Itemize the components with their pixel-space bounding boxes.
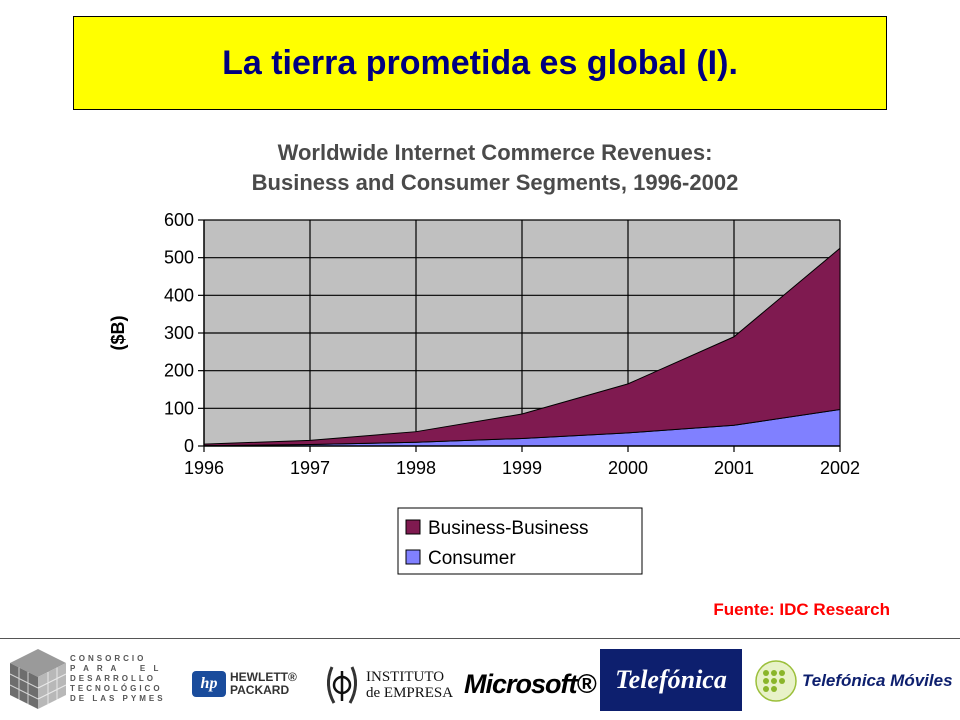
legend-label: Consumer bbox=[428, 548, 516, 569]
x-tick-label: 2000 bbox=[608, 458, 648, 478]
y-tick-label: 500 bbox=[164, 248, 194, 268]
legend-box bbox=[397, 507, 643, 575]
telefonica-moviles-wordmark: Telefónica Móviles bbox=[802, 671, 953, 690]
ie-line-1: INSTITUTO bbox=[366, 669, 445, 685]
x-tick-label: 2001 bbox=[714, 458, 754, 478]
instituto-empresa-logo: INSTITUTO de EMPRESA bbox=[322, 661, 453, 709]
hp-wordmark: HEWLETT® PACKARD bbox=[230, 671, 297, 697]
telefonica-moviles-logo: Telefónica Móviles bbox=[754, 659, 953, 703]
slide-title: La tierra prometida es global (I). bbox=[222, 43, 738, 82]
y-tick-label: 300 bbox=[164, 323, 194, 343]
consorcio-label: CONSORCIO P A R A E L DESARROLLO TECNOLÓ… bbox=[70, 654, 166, 703]
x-tick-label: 2002 bbox=[820, 458, 860, 478]
y-tick-label: 0 bbox=[184, 436, 194, 456]
y-axis-label: ($B) bbox=[108, 315, 128, 350]
y-tick-label: 200 bbox=[164, 361, 194, 381]
chart-title-line: Business and Consumer Segments, 1996-200… bbox=[252, 170, 739, 195]
microsoft-wordmark: Microsoft® bbox=[464, 669, 596, 699]
dot-grid-icon bbox=[755, 660, 797, 702]
x-tick-label: 1998 bbox=[396, 458, 436, 478]
laurel-icon bbox=[327, 666, 357, 704]
ie-line-2: de EMPRESA bbox=[366, 685, 454, 701]
y-tick-label: 100 bbox=[164, 398, 194, 418]
x-tick-label: 1997 bbox=[290, 458, 330, 478]
instituto-wordmark: INSTITUTO de EMPRESA bbox=[366, 669, 453, 701]
legend-swatch bbox=[405, 549, 421, 565]
x-tick-label: 1996 bbox=[184, 458, 224, 478]
microsoft-logo: Microsoft® bbox=[464, 669, 596, 700]
y-tick-label: 600 bbox=[164, 210, 194, 230]
footer-divider bbox=[0, 638, 960, 639]
x-tick-label: 1999 bbox=[502, 458, 542, 478]
chart-title-line: Worldwide Internet Commerce Revenues: bbox=[278, 140, 713, 165]
hp-line-2: PACKARD bbox=[230, 683, 290, 697]
hp-badge-icon: hp bbox=[192, 671, 226, 697]
series-area-business bbox=[203, 247, 841, 447]
sponsor-logo-bar: CONSORCIO P A R A E L DESARROLLO TECNOLÓ… bbox=[0, 639, 960, 720]
legend-label: Business-Business bbox=[428, 518, 589, 539]
legend-swatch bbox=[405, 519, 421, 535]
slide-title-box: La tierra prometida es global (I). bbox=[73, 16, 887, 110]
cube-icon bbox=[9, 649, 67, 709]
y-tick-label: 400 bbox=[164, 285, 194, 305]
consorcio-logo: CONSORCIO P A R A E L DESARROLLO TECNOLÓ… bbox=[6, 645, 166, 713]
telefonica-logo: Telefónica bbox=[600, 649, 742, 711]
revenue-area-chart: Worldwide Internet Commerce Revenues: Bus… bbox=[108, 140, 860, 575]
hp-logo: hp HEWLETT® PACKARD bbox=[192, 671, 297, 697]
hp-line-1: HEWLETT® bbox=[230, 670, 297, 684]
source-note: Fuente: IDC Research bbox=[713, 600, 890, 619]
telefonica-wordmark: Telefónica bbox=[600, 649, 742, 711]
